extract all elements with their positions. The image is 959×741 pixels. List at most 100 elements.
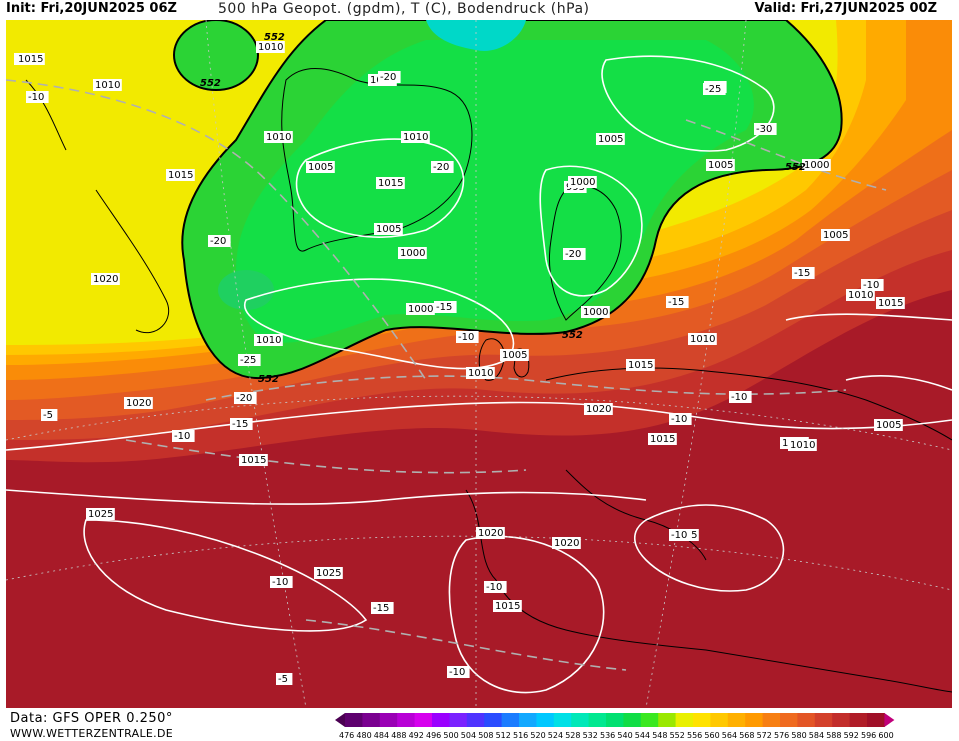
legend-tick-label: 528	[565, 731, 580, 740]
temperature-label: -15	[436, 302, 452, 313]
pressure-label-bg	[86, 508, 115, 520]
pressure-label: 1010	[258, 42, 283, 53]
pressure-label: 1005	[502, 350, 527, 361]
pressure-label: 1005	[876, 420, 901, 431]
pressure-label-bg	[596, 133, 625, 145]
legend-swatch	[432, 713, 450, 727]
legend-tick-label: 576	[774, 731, 789, 740]
legend-tick-label: 500	[443, 731, 458, 740]
legend-swatch	[693, 713, 711, 727]
pressure-label: 1020	[93, 274, 118, 285]
legend-swatch	[466, 713, 485, 727]
pressure-label-bg	[401, 131, 430, 143]
legend-tick-label: 512	[496, 731, 511, 740]
temperature-label-bg	[208, 235, 231, 247]
pressure-label: 1015	[18, 54, 43, 65]
pressure-label-bg	[166, 169, 195, 181]
pressure-label-bg	[706, 159, 735, 171]
legend-tick-label: 484	[374, 731, 389, 740]
weather-map[interactable]: 1010 1015 1015 1010 1010 1015 1020 1010 1005 1010…	[6, 20, 952, 708]
trough-inner	[236, 40, 754, 343]
temperature-label: -10	[731, 392, 747, 403]
pressure-label-bg	[91, 273, 120, 285]
temperature-label: -10	[671, 530, 687, 541]
pressure-label: 1020	[126, 398, 151, 409]
temperature-label: -10	[28, 92, 44, 103]
temperature-label-bg	[754, 123, 777, 135]
pressure-label: 1015	[168, 170, 193, 181]
pressure-label: 1005	[598, 134, 623, 145]
legend-tick-label: 504	[461, 731, 476, 740]
pressure-label-bg	[398, 247, 427, 259]
legend-tick-label: 488	[391, 731, 406, 740]
pressure-label-bg	[239, 454, 268, 466]
init-time: Init: Fri,20JUN2025 06Z	[6, 1, 177, 16]
legend-swatch	[658, 713, 677, 727]
geopotential-label: 552	[200, 78, 221, 89]
temperature-label: -20	[236, 393, 252, 404]
temperature-label-bg	[41, 409, 58, 421]
pressure-label: 1015	[241, 455, 266, 466]
pressure-label: 1005	[376, 224, 401, 235]
legend-swatch	[414, 713, 433, 727]
temperature-label-bg	[669, 413, 692, 425]
legend-tick-label: 548	[652, 731, 667, 740]
temperature-label: -25	[240, 355, 256, 366]
pressure-label: 1010	[468, 368, 493, 379]
pressure-label: 1010	[403, 132, 428, 143]
legend-swatch	[553, 713, 572, 727]
legend-tick-label: 572	[757, 731, 772, 740]
pressure-label-bg	[16, 53, 45, 65]
pressure-labels: 1010 1015 1015 1010 1010 1015 1020 1010 1005 1010…	[14, 41, 905, 612]
pressure-label: 1015	[650, 434, 675, 445]
legend-tick-label: 596	[861, 731, 876, 740]
pressure-label: 1020	[554, 538, 579, 549]
website-link[interactable]: WWW.WETTERZENTRALE.DE	[10, 727, 173, 740]
legend-tick-label: 492	[409, 731, 424, 740]
legend-swatch	[397, 713, 416, 727]
pressure-label: 1000	[400, 248, 425, 259]
temperature-label: -10	[671, 414, 687, 425]
temperature-label: -20	[433, 162, 449, 173]
temperature-label-bg	[431, 161, 454, 173]
pressure-label: 1000	[408, 304, 433, 315]
temperature-label-bg	[484, 581, 507, 593]
legend-swatch	[797, 713, 816, 727]
pressure-label: 1010	[95, 80, 120, 91]
legend-swatch	[571, 713, 590, 727]
legend-swatch	[588, 713, 607, 727]
pressure-label: 1025	[316, 568, 341, 579]
pressure-label-bg	[876, 297, 905, 309]
pressure-label-bg	[93, 79, 122, 91]
temperature-label-bg	[861, 279, 884, 291]
legend-tick-label: 532	[583, 731, 598, 740]
legend-tick-label: 516	[513, 731, 528, 740]
pressure-label: 1010	[790, 440, 815, 451]
small-low-green	[173, 20, 259, 91]
pressure-label: 1005	[308, 162, 333, 173]
temperature-label-bg	[729, 391, 752, 403]
legend-swatch	[606, 713, 624, 727]
pressure-label-bg	[581, 306, 610, 318]
temperature-label-bg	[26, 91, 49, 103]
legend-tick-label: 544	[635, 731, 650, 740]
legend-swatch	[832, 713, 851, 727]
temperature-labels: -10-20-20-20-25-20-15-25-10-15-20-30-25-…	[26, 71, 884, 685]
pressure-label-bg	[788, 439, 817, 451]
legend-swatch	[484, 713, 503, 727]
legend-swatch	[379, 713, 398, 727]
legend-swatch	[675, 713, 694, 727]
temperature-label: -15	[794, 268, 810, 279]
pressure-label: 1015	[495, 601, 520, 612]
legend-swatch	[867, 713, 885, 727]
pressure-label: 1005	[823, 230, 848, 241]
pressure-label-bg	[688, 333, 717, 345]
temperature-label-bg	[276, 673, 293, 685]
pressure-label: 1005	[708, 160, 733, 171]
pressure-label: 1020	[478, 528, 503, 539]
temperature-label: -10	[272, 577, 288, 588]
legend-swatch	[449, 713, 468, 727]
legend-swatch	[849, 713, 868, 727]
data-source: Data: GFS OPER 0.250°	[10, 711, 173, 726]
valid-time: Valid: Fri,27JUN2025 00Z	[754, 1, 937, 16]
